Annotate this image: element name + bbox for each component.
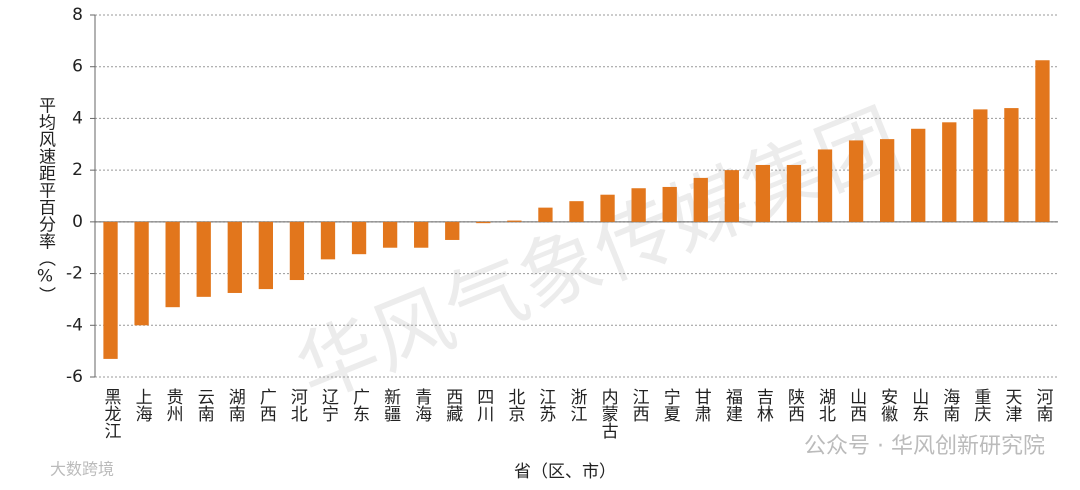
x-tick-label: 广西 — [256, 388, 277, 422]
bar — [165, 221, 180, 308]
bar — [786, 164, 802, 222]
x-tick-label: 安徽 — [877, 388, 898, 422]
y-tick-label: 8 — [72, 5, 83, 25]
x-tick-label: 海南 — [939, 388, 960, 422]
y-tick-label: -4 — [66, 315, 83, 335]
x-tick-label: 山西 — [846, 388, 866, 422]
x-tick-label: 重庆 — [970, 388, 991, 422]
bar — [755, 164, 771, 222]
bar — [196, 221, 211, 297]
bar — [600, 194, 615, 222]
bar — [351, 221, 367, 255]
x-axis-label: 省（区、市） — [514, 462, 616, 482]
bar — [569, 201, 584, 222]
watermark: 大数跨境 — [50, 460, 114, 479]
x-tick-label: 北京 — [504, 388, 525, 423]
bar — [973, 109, 988, 222]
x-tick-label: 河南 — [1032, 388, 1053, 422]
y-tick-label: 0 — [72, 212, 83, 232]
x-tick-label: 江西 — [629, 388, 650, 422]
x-tick-label: 贵州 — [163, 388, 184, 422]
bar — [724, 170, 739, 222]
bar — [1035, 60, 1050, 222]
bar — [382, 221, 398, 248]
bar — [445, 221, 460, 240]
y-tick-label: 6 — [72, 57, 83, 77]
bar — [848, 140, 864, 222]
watermark: 华风气象传媒集团 — [284, 92, 912, 418]
y-axis-label: 平均风速距平百分率（%） — [35, 97, 56, 304]
x-tick-label: 山东 — [908, 388, 928, 422]
x-tick-label: 江苏 — [535, 388, 556, 423]
bar — [289, 221, 305, 281]
x-tick-label: 黑龙江 — [101, 388, 122, 439]
bar — [631, 188, 646, 222]
bar — [1004, 108, 1019, 222]
bar — [538, 207, 553, 222]
x-tick-label: 西藏 — [442, 388, 463, 423]
bar — [258, 221, 273, 290]
x-tick-label: 内蒙古 — [598, 388, 619, 439]
x-tick-label: 云南 — [194, 388, 215, 422]
bar — [103, 221, 118, 359]
x-tick-label: 广东 — [349, 388, 370, 422]
x-tick-label: 吉林 — [753, 388, 774, 422]
x-tick-label: 上海 — [132, 388, 153, 423]
bar — [662, 186, 677, 222]
x-tick-label: 湖南 — [225, 388, 246, 422]
bar — [134, 221, 149, 326]
bar — [507, 220, 522, 222]
x-tick-label: 辽宁 — [318, 388, 339, 422]
bar — [227, 221, 242, 293]
x-tick-label: 天津 — [1001, 388, 1022, 422]
bar — [817, 149, 833, 222]
bar — [476, 221, 491, 224]
x-tick-label: 湖北 — [815, 388, 836, 422]
bar — [320, 221, 336, 260]
y-tick-label: -6 — [66, 367, 83, 387]
bar — [414, 221, 429, 248]
x-tick-label: 河北 — [287, 388, 308, 422]
bar — [693, 177, 708, 222]
x-tick-label: 甘肃 — [691, 388, 712, 422]
x-tick-label: 宁夏 — [660, 388, 681, 422]
x-tick-label: 新疆 — [380, 388, 401, 422]
bar — [942, 122, 957, 222]
x-tick-label: 陕西 — [784, 388, 804, 422]
x-tick-label: 四川 — [473, 388, 494, 422]
y-tick-label: -2 — [66, 264, 83, 284]
watermark: 公众号 · 华风创新研究院 — [804, 434, 1045, 459]
bar — [911, 128, 926, 222]
y-tick-label: 2 — [72, 160, 83, 180]
x-tick-label: 浙江 — [567, 388, 588, 422]
y-tick-label: 4 — [72, 108, 83, 128]
x-tick-label: 青海 — [411, 388, 432, 423]
x-tick-label: 福建 — [722, 388, 743, 422]
bar — [880, 139, 895, 222]
